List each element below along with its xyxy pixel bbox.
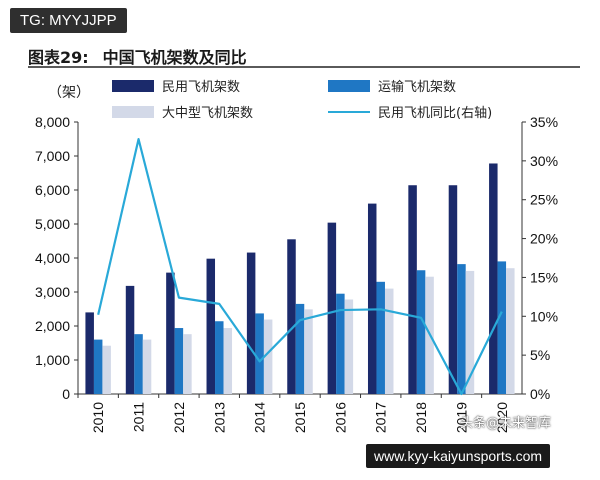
bar-civil [125,285,135,394]
tg-badge: TG: MYYJJPP [10,8,127,33]
right-tick-label: 15% [530,269,558,285]
bar-large [506,268,515,394]
bar-transport [93,339,103,394]
x-tick-label: 2014 [252,402,268,433]
x-tick-label: 2013 [211,402,227,433]
left-tick-label: 4,000 [35,250,70,266]
bar-civil [246,252,256,394]
left-tick-label: 0 [62,386,70,402]
bar-large [344,299,354,394]
legend-swatch-civil [112,79,154,92]
legend-label-yoy: 民用飞机同比(右轴) [378,106,493,121]
right-tick-label: 5% [530,347,550,363]
bar-large [304,309,313,394]
bar-large [263,319,273,394]
bar-civil [287,239,296,394]
bar-civil [85,312,94,394]
bar-large [102,345,111,394]
right-tick-label: 10% [530,308,558,324]
right-tick-label: 25% [530,192,558,208]
legend-label-civil: 民用飞机架数 [162,80,241,95]
bar-large [384,288,394,394]
legend-item-yoy: 民用飞机同比(右轴) [328,102,492,121]
legend-swatch-transport [328,79,370,92]
bar-civil [367,203,377,394]
right-tick-label: 30% [530,153,558,169]
bar-large [465,270,475,394]
bar-transport [416,270,426,394]
left-tick-label: 8,000 [35,114,70,130]
legend-item-transport: 运输飞机架数 [328,76,456,95]
x-tick-label: 2010 [90,402,106,433]
bar-transport [215,321,224,394]
x-tick-label: 2017 [373,402,389,433]
bar-civil [327,222,337,394]
left-tick-label: 1,000 [35,352,70,368]
bar-transport [134,334,143,394]
right-tick-label: 0% [530,386,550,402]
x-tick-label: 2011 [131,402,147,432]
left-tick-label: 7,000 [35,148,70,164]
x-tick-label: 2018 [413,402,429,433]
legend-item-large: 大中型飞机架数 [112,102,253,121]
chart-title: 中国飞机架数及同比 [102,48,247,67]
bar-transport [336,293,345,394]
bar-large [142,339,152,394]
x-tick-label: 2015 [292,402,308,433]
left-axis-unit: （架） [48,85,90,101]
bar-transport [497,261,507,394]
left-tick-label: 5,000 [35,216,70,232]
right-tick-label: 20% [530,231,558,247]
x-tick-label: 2020 [494,402,510,433]
bar-transport [376,281,385,394]
bar-transport [295,303,305,394]
bar-civil [489,163,498,394]
bar-civil [206,258,216,394]
bar-civil [448,185,458,394]
left-tick-label: 2,000 [35,318,70,334]
bar-civil [408,185,417,394]
legend-swatch-large [112,105,154,118]
heading-rule [28,66,580,68]
right-tick-label: 35% [530,114,558,130]
url-watermark: www.kyy-kaiyunsports.com [366,444,551,468]
left-tick-label: 6,000 [35,182,70,198]
legend-label-transport: 运输飞机架数 [378,80,457,95]
bar-transport [255,313,264,394]
chart-number: 图表29: [28,48,89,67]
legend-item-civil: 民用飞机架数 [112,76,240,95]
bar-transport [457,264,466,394]
x-tick-label: 2019 [453,402,469,433]
bar-large [183,334,192,394]
left-tick-label: 3,000 [35,284,70,300]
x-tick-label: 2012 [171,402,187,433]
source-watermark: 头条@未来智库 [460,416,552,431]
legend-label-large: 大中型飞机架数 [162,106,254,121]
bar-large [223,328,233,394]
yoy-line [97,137,503,396]
bar-civil [166,272,175,394]
chart-heading: 图表29: 中国飞机架数及同比 [28,44,247,68]
legend-line-yoy [328,110,370,113]
bar-transport [174,328,184,394]
x-tick-label: 2016 [332,402,348,433]
